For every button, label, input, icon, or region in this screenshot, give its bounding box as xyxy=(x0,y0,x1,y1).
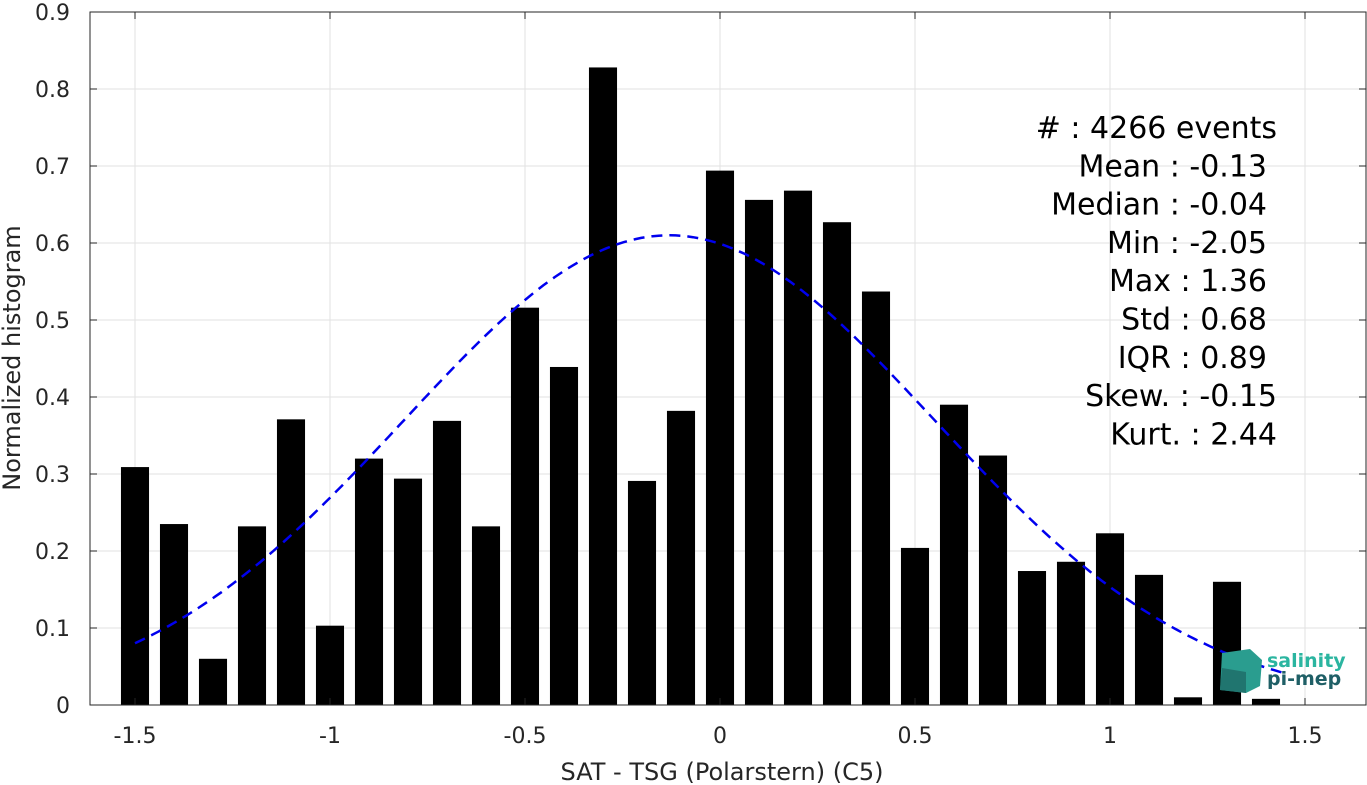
y-tick-label: 0.1 xyxy=(35,617,70,642)
histogram-bar xyxy=(198,658,228,705)
histogram-bar xyxy=(588,67,618,705)
x-tick-label: 0.5 xyxy=(898,724,933,749)
stat-line: # : 4266 events xyxy=(1036,111,1277,146)
histogram-bar xyxy=(783,190,813,705)
y-axis-title: Normalized histogram xyxy=(0,225,26,490)
stat-line: Std : 0.68 xyxy=(1121,303,1267,338)
histogram-bar xyxy=(354,458,384,705)
histogram-bar xyxy=(705,170,735,705)
stat-line: Min : -2.05 xyxy=(1107,226,1267,261)
y-tick-label: 0.4 xyxy=(35,386,70,411)
y-tick-label: 0.2 xyxy=(35,540,70,565)
y-tick-label: 0.6 xyxy=(35,232,70,257)
x-axis-title: SAT - TSG (Polarstern) (C5) xyxy=(561,758,884,785)
x-tick-label: 1.5 xyxy=(1288,724,1323,749)
y-tick-label: 0.5 xyxy=(35,309,70,334)
histogram-bar xyxy=(276,419,306,705)
stat-line: Max : 1.36 xyxy=(1109,264,1267,299)
histogram-bar xyxy=(861,291,891,705)
stat-line: IQR : 0.89 xyxy=(1118,341,1267,376)
histogram-bar xyxy=(978,455,1008,705)
y-tick-label: 0.7 xyxy=(35,155,70,180)
plot-frame xyxy=(89,11,1367,706)
histogram-bars xyxy=(120,67,1281,705)
histogram-bar xyxy=(120,467,150,705)
stat-line: Median : -0.04 xyxy=(1051,188,1267,223)
histogram-bar xyxy=(471,526,501,705)
y-tick-label: 0.3 xyxy=(35,463,70,488)
histogram-bar xyxy=(1134,574,1164,705)
histogram-bar xyxy=(666,410,696,705)
x-axis-ticks: -1.5 -1 -0.5 0 0.5 1 1.5 xyxy=(114,12,1323,749)
histogram-bar xyxy=(549,366,579,705)
y-tick-label: 0 xyxy=(56,694,70,719)
stat-line: Kurt. : 2.44 xyxy=(1110,417,1277,452)
stat-line: Mean : -0.13 xyxy=(1078,149,1267,184)
x-tick-label: -1 xyxy=(319,724,341,749)
histogram-bar xyxy=(1251,698,1281,705)
histogram-bar xyxy=(627,480,657,705)
y-tick-label: 0.9 xyxy=(35,1,70,26)
logo-text-pimep: pi-mep xyxy=(1267,668,1341,690)
x-tick-label: 1 xyxy=(1103,724,1117,749)
histogram-bar xyxy=(822,222,852,705)
histogram-bar xyxy=(1095,533,1125,705)
x-tick-label: -0.5 xyxy=(504,724,547,749)
histogram-bar xyxy=(1056,561,1086,705)
stat-line: Skew. : -0.15 xyxy=(1085,379,1277,414)
histogram-bar xyxy=(744,199,774,705)
histogram-bar xyxy=(393,478,423,705)
histogram-bar xyxy=(237,526,267,705)
histogram-bar xyxy=(510,307,540,705)
histogram-bar xyxy=(900,547,930,705)
histogram-bar xyxy=(1173,697,1203,705)
normal-fit-curve xyxy=(134,234,1286,675)
histogram-bar xyxy=(432,420,462,705)
logo-text-salinity: salinity xyxy=(1267,650,1346,672)
histogram-bar xyxy=(1017,571,1047,705)
salinity-pimep-logo: salinity pi-mep xyxy=(1220,649,1346,693)
histogram-bar xyxy=(315,625,345,705)
logo-mark-shade-icon xyxy=(1220,668,1246,693)
y-tick-label: 0.8 xyxy=(35,78,70,103)
y-axis-ticks: 0 0.1 0.2 0.3 0.4 0.5 0.6 0.7 0.8 0.9 xyxy=(35,1,1366,719)
x-tick-label: 0 xyxy=(713,724,727,749)
histogram-bar xyxy=(939,404,969,705)
histogram-bar xyxy=(159,524,189,705)
x-tick-label: -1.5 xyxy=(114,724,157,749)
